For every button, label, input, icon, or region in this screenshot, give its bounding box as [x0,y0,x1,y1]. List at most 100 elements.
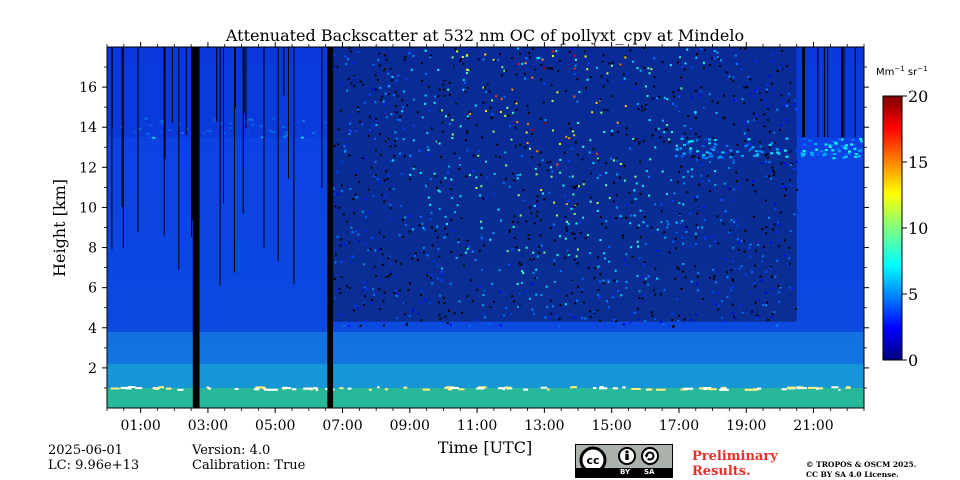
noise-speckle [456,204,459,207]
noise-speckle [675,144,678,147]
noise-speckle [765,88,768,91]
noise-speckle [449,122,451,125]
noise-speckle [405,322,408,325]
noise-speckle [731,286,734,289]
noise-speckle [615,159,618,162]
upper-layer-speckle [783,149,787,152]
noise-speckle [572,193,575,196]
noise-speckle [748,247,751,249]
noise-speckle [443,302,446,305]
noise-speckle [517,63,520,65]
noise-speckle [555,50,558,53]
noise-speckle [516,121,519,123]
noise-speckle [391,76,394,78]
noise-speckle [394,144,397,147]
noise-speckle [625,133,628,136]
upper-layer-speckle [708,142,711,145]
noise-speckle [375,174,377,176]
noise-speckle [638,318,641,321]
noise-speckle [622,73,625,76]
noise-speckle [422,251,425,254]
noise-speckle [405,324,408,327]
noise-speckle [445,223,448,225]
noise-speckle [496,143,499,146]
noise-speckle [717,242,720,245]
signal-dropout-streak [293,47,295,285]
noise-speckle [759,275,762,278]
noise-speckle [508,185,511,188]
noise-speckle [601,60,604,63]
noise-speckle [551,170,554,173]
noise-speckle [465,72,468,75]
noise-speckle [611,61,614,64]
noise-speckle [359,121,362,124]
noise-speckle [364,198,367,201]
noise-speckle [405,78,408,81]
noise-speckle [486,176,489,179]
noise-speckle [341,244,344,247]
noise-speckle [697,226,700,229]
noise-speckle [419,172,422,174]
noise-speckle [429,55,432,58]
noise-speckle [685,225,688,228]
noise-speckle [642,140,645,143]
upper-layer-speckle [829,153,833,156]
noise-speckle [539,151,542,154]
noise-speckle [384,140,387,143]
noise-speckle [712,300,715,303]
noise-speckle [732,246,735,249]
noise-speckle [427,148,430,151]
noise-speckle [788,246,791,249]
no-data-bar [327,47,334,408]
noise-speckle [521,62,524,65]
copyright-notice: © TROPOS & OSCM 2025. CC BY SA 4.0 Licen… [806,460,916,480]
night-upper-sky [199,47,328,138]
noise-speckle [691,155,694,158]
noise-speckle [538,251,541,254]
cloud-return [647,388,653,391]
noise-speckle [357,106,359,109]
cloud-return [268,388,278,391]
upper-layer-speckle [701,156,705,159]
noise-speckle [675,105,678,108]
noise-speckle [515,246,518,249]
noise-speckle [788,257,791,260]
upper-layer-speckle [808,139,812,142]
upper-layer-speckle [680,155,684,158]
noise-speckle [448,165,451,168]
noise-speckle [527,122,529,125]
noise-speckle [579,231,582,234]
noise-speckle [736,143,739,146]
noise-speckle [763,246,766,248]
noise-speckle [610,64,613,67]
upper-layer-speckle [837,150,841,153]
noise-speckle [341,313,344,316]
noise-speckle [606,79,609,82]
noise-speckle [656,277,659,280]
noise-speckle [646,224,649,227]
noise-speckle [771,315,774,318]
noise-speckle [743,240,745,243]
noise-speckle [725,71,728,74]
noise-speckle [402,90,405,93]
upper-layer-speckle [842,146,846,149]
noise-speckle [636,240,639,243]
noise-speckle [754,60,757,62]
noise-speckle [588,151,591,154]
noise-speckle [781,49,784,52]
noise-speckle [357,110,360,113]
noise-speckle [768,216,770,219]
noise-speckle [641,109,644,112]
noise-speckle [566,229,568,232]
noise-speckle [354,129,357,132]
noise-speckle [597,289,600,292]
noise-speckle [381,194,383,197]
noise-speckle [795,308,797,310]
noise-speckle [607,279,609,282]
noise-speckle [683,132,686,135]
noise-speckle [417,312,420,315]
noise-speckle [394,131,397,134]
upper-layer-speckle [800,155,804,158]
noise-speckle [357,233,360,236]
noise-speckle [468,111,471,114]
